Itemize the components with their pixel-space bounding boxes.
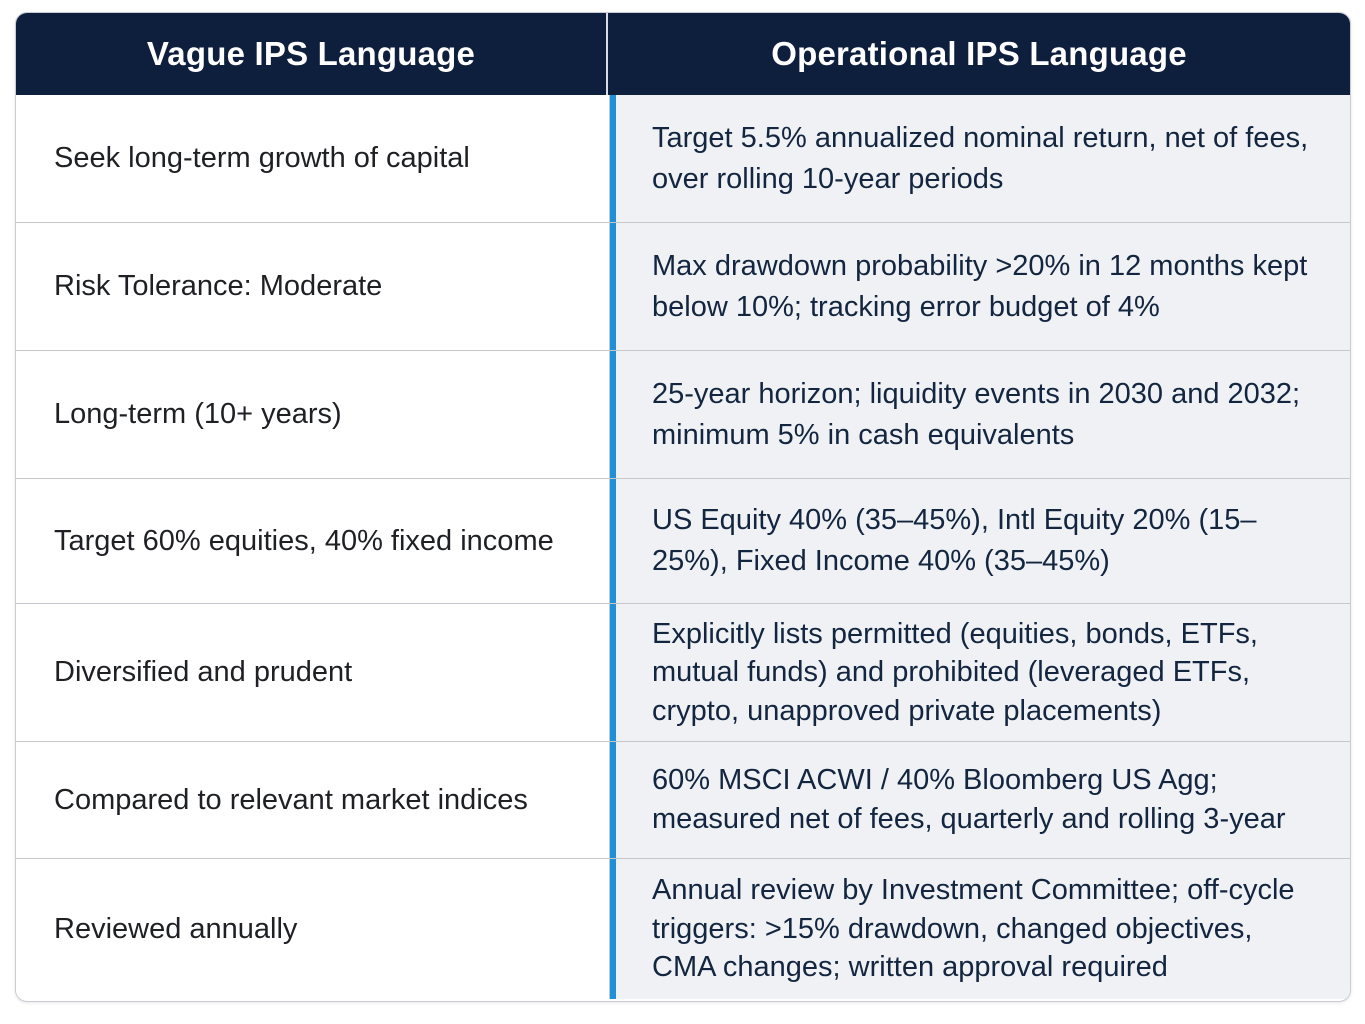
vague-cell: Target 60% equities, 40% fixed income — [16, 479, 610, 603]
header-operational: Operational IPS Language — [771, 35, 1187, 72]
table-row: Reviewed annually Annual review by Inves… — [16, 858, 1350, 999]
operational-cell: Annual review by Investment Committee; o… — [610, 859, 1350, 999]
vague-cell: Reviewed annually — [16, 859, 610, 999]
table-row: Long-term (10+ years) 25-year horizon; l… — [16, 350, 1350, 478]
table-row: Risk Tolerance: Moderate Max drawdown pr… — [16, 222, 1350, 350]
operational-cell: 25-year horizon; liquidity events in 203… — [610, 351, 1350, 478]
comparison-table: Vague IPS Language Operational IPS Langu… — [15, 12, 1351, 1002]
table-header: Vague IPS Language Operational IPS Langu… — [16, 13, 1350, 95]
table-body: Seek long-term growth of capital Target … — [16, 95, 1350, 999]
vague-cell: Seek long-term growth of capital — [16, 95, 610, 222]
table-row: Seek long-term growth of capital Target … — [16, 95, 1350, 222]
table-row: Compared to relevant market indices 60% … — [16, 741, 1350, 858]
operational-cell: US Equity 40% (35–45%), Intl Equity 20% … — [610, 479, 1350, 603]
operational-cell: Max drawdown probability >20% in 12 mont… — [610, 223, 1350, 350]
operational-cell: Explicitly lists permitted (equities, bo… — [610, 604, 1350, 741]
table-row: Diversified and prudent Explicitly lists… — [16, 603, 1350, 741]
header-vague: Vague IPS Language — [16, 13, 608, 95]
vague-cell: Diversified and prudent — [16, 604, 610, 741]
vague-cell: Long-term (10+ years) — [16, 351, 610, 478]
table-row: Target 60% equities, 40% fixed income US… — [16, 478, 1350, 603]
vague-cell: Risk Tolerance: Moderate — [16, 223, 610, 350]
operational-cell: 60% MSCI ACWI / 40% Bloomberg US Agg; me… — [610, 742, 1350, 858]
operational-cell: Target 5.5% annualized nominal return, n… — [610, 95, 1350, 222]
vague-cell: Compared to relevant market indices — [16, 742, 610, 858]
